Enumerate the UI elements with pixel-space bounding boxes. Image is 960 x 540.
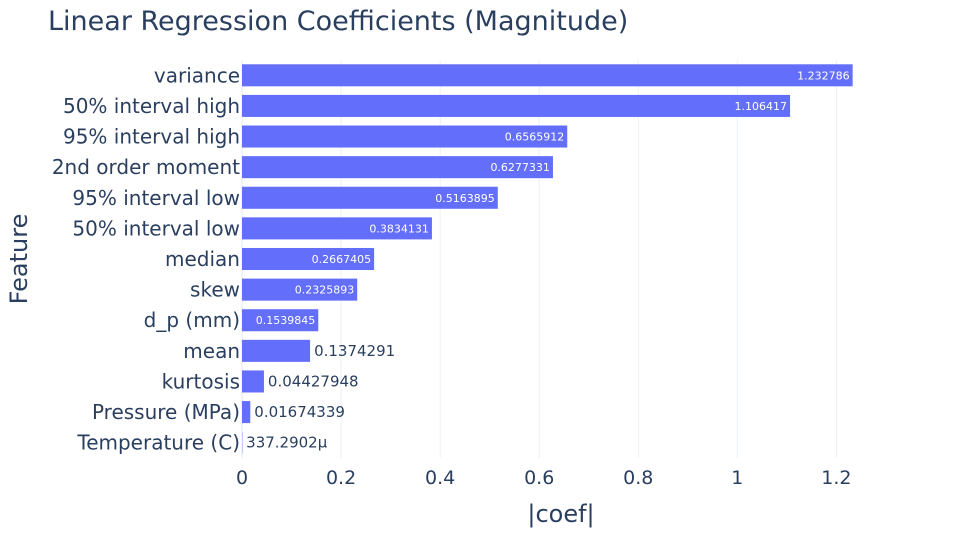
category-label: variance <box>154 63 240 87</box>
data-label: 0.01674339 <box>254 403 345 421</box>
x-tick-label: 1 <box>731 467 743 489</box>
bar <box>242 125 568 148</box>
x-tick-label: 1.2 <box>821 467 851 489</box>
data-label: 0.1374291 <box>314 342 395 360</box>
x-tick-labels: 0 0.2 0.4 0.6 0.8 1 1.2 <box>236 467 852 489</box>
category-label: d_p (mm) <box>144 308 240 332</box>
x-tick-label: 0.4 <box>425 467 455 489</box>
x-tick-label: 0 <box>236 467 248 489</box>
bar <box>242 186 498 209</box>
bar <box>242 278 358 301</box>
category-labels: variance 50% interval high 95% interval hi… <box>52 63 240 454</box>
bar <box>242 217 432 240</box>
category-label: median <box>165 247 240 271</box>
data-label: 1.232786 <box>797 69 850 82</box>
data-label: 0.3834131 <box>369 222 429 235</box>
data-label: 0.1539845 <box>256 314 316 327</box>
bar <box>242 247 375 271</box>
bars: 1.232786 1.106417 0.6565912 0.6277331 0.5163… <box>242 64 853 454</box>
data-label: 0.5163895 <box>435 192 495 205</box>
x-tick-label: 0.8 <box>623 467 653 489</box>
chart-title: Linear Regression Coefficients (Magnitud… <box>48 6 628 37</box>
category-label: skew <box>190 278 240 302</box>
data-label: 0.6565912 <box>505 131 565 144</box>
bar <box>242 64 853 87</box>
category-label: 2nd order moment <box>52 155 240 179</box>
y-axis-title: Feature <box>5 214 33 305</box>
category-label: kurtosis <box>162 369 240 393</box>
bar <box>242 370 264 393</box>
x-axis-title: |coef| <box>527 500 594 528</box>
x-tick-label: 0.2 <box>326 467 356 489</box>
category-label: 95% interval high <box>63 125 240 149</box>
data-label: 0.6277331 <box>490 161 550 174</box>
category-label: Pressure (MPa) <box>92 400 240 424</box>
data-label: 0.2325893 <box>295 284 355 297</box>
data-label: 1.106417 <box>735 100 788 113</box>
category-label: Temperature (C) <box>76 431 240 455</box>
category-label: mean <box>183 339 240 363</box>
bar <box>242 156 553 179</box>
category-label: 95% interval low <box>72 186 240 210</box>
category-label: 50% interval low <box>72 216 240 240</box>
bar <box>242 94 791 117</box>
data-label: 0.2667405 <box>312 253 372 266</box>
bar <box>242 309 319 332</box>
data-label: 337.2902μ <box>246 434 328 452</box>
bar <box>242 339 311 362</box>
x-tick-label: 0.6 <box>524 467 554 489</box>
data-label: 0.04427948 <box>268 372 359 390</box>
bar <box>242 401 251 424</box>
category-label: 50% interval high <box>63 94 240 118</box>
